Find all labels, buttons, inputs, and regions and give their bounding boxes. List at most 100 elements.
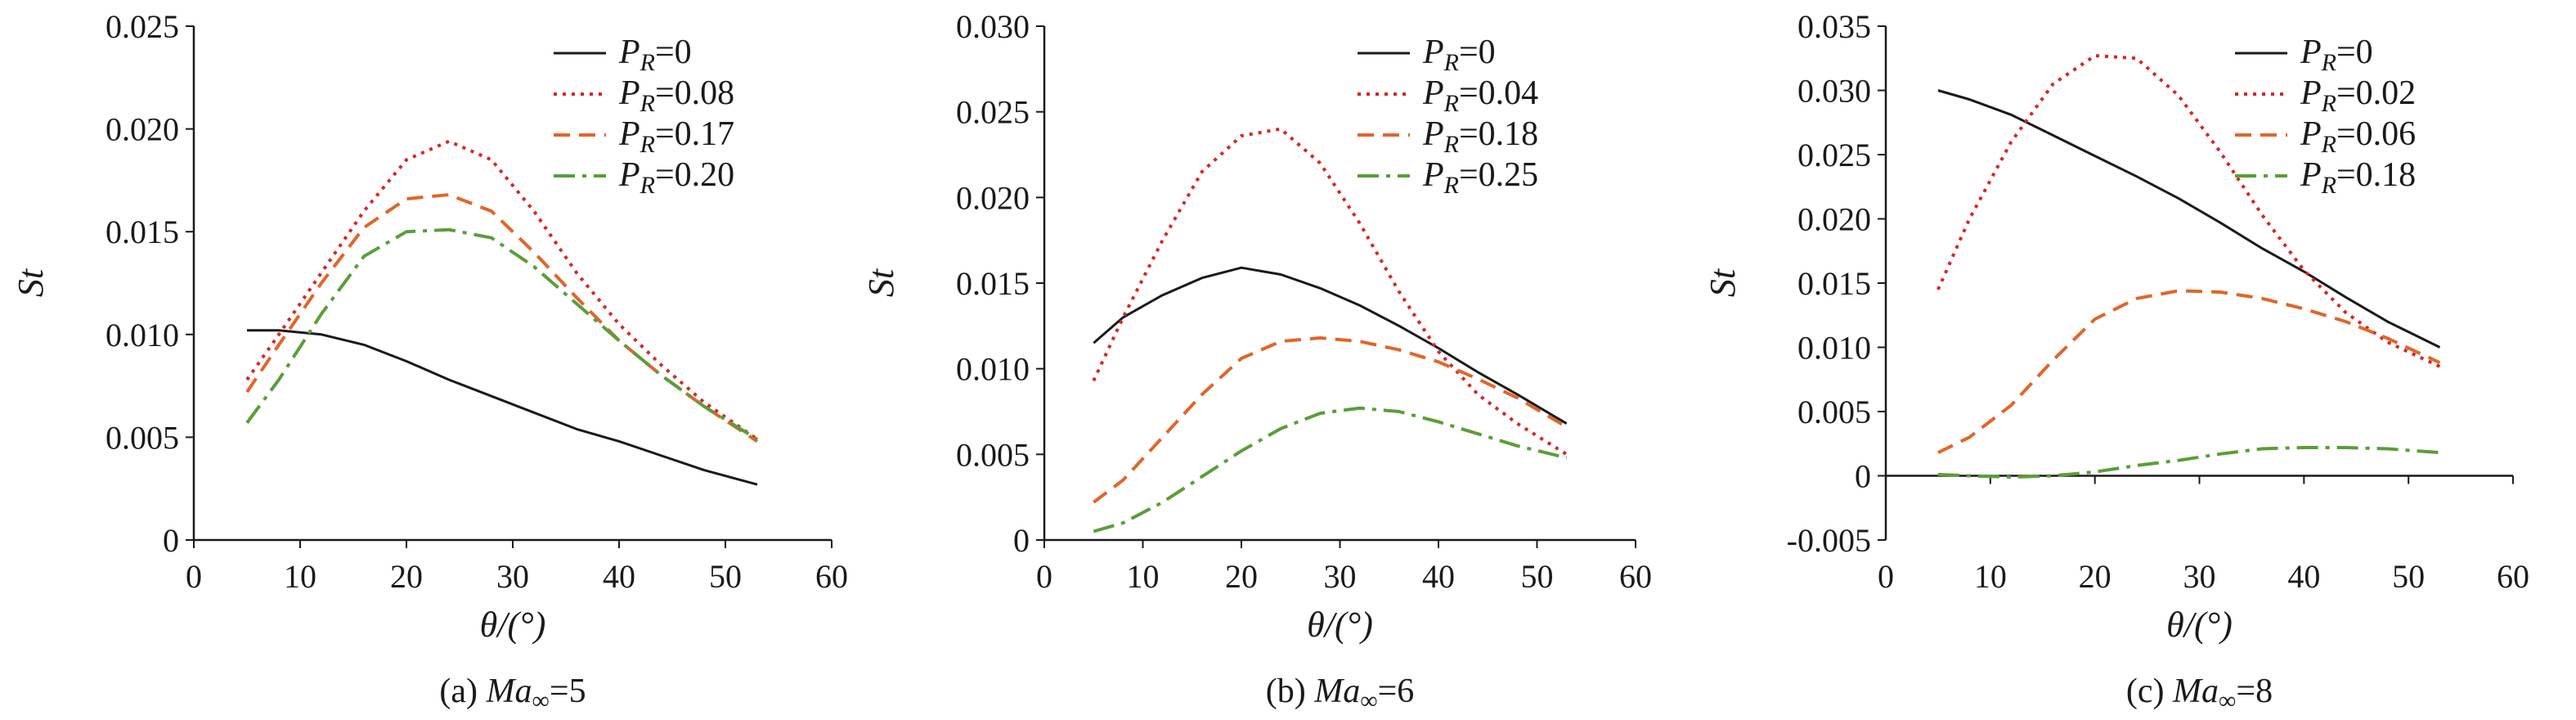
legend-label: PR=0.18 <box>2300 156 2416 199</box>
legend-label-symbol: P <box>2300 34 2322 71</box>
caption-subscript: ∞ <box>2219 687 2236 714</box>
y-axis-title: St <box>11 268 51 297</box>
y-tick-label: 0.030 <box>1797 73 1871 110</box>
legend-label-symbol: P <box>1422 115 1444 153</box>
legend-label-value: =0.08 <box>655 74 734 112</box>
y-tick-label: 0.010 <box>1797 330 1871 367</box>
x-tick-label: 10 <box>1127 558 1160 595</box>
legend-label-value: =0.06 <box>2336 115 2416 153</box>
y-tick-label: 0 <box>1013 522 1030 559</box>
legend-label-symbol: P <box>2300 115 2322 153</box>
legend-label: PR=0.04 <box>1422 74 1538 117</box>
series-line-0 <box>247 329 758 486</box>
y-tick-label: 0.015 <box>1797 265 1871 302</box>
legend-label-subscript: R <box>2321 172 2336 199</box>
legend-label-subscript: R <box>1443 90 1459 117</box>
chart-panel-2: 0 10 20 30 40 50 60-0.00500.0050.0100.0150.020… <box>1703 8 2529 714</box>
legend-label-symbol: P <box>2300 74 2322 112</box>
caption-variable: Ma <box>486 673 532 710</box>
series-line-1 <box>1936 54 2441 368</box>
y-tick-label: 0.015 <box>956 265 1030 302</box>
y-tick-label: 0.020 <box>105 111 179 148</box>
legend-label-symbol: P <box>618 115 640 153</box>
legend-label-subscript: R <box>1443 49 1459 76</box>
caption-prefix: (b) <box>1266 673 1314 710</box>
caption-suffix: =6 <box>1378 673 1415 710</box>
caption-prefix: (c) <box>2126 673 2173 710</box>
x-tick-label: 50 <box>2392 558 2425 595</box>
caption-prefix: (a) <box>439 673 486 710</box>
x-tick-label: 20 <box>1225 558 1258 595</box>
legend-label-subscript: R <box>640 131 655 158</box>
x-tick-label: 50 <box>1521 558 1554 595</box>
x-tick-label: 30 <box>2183 558 2216 595</box>
y-tick-label: 0.010 <box>956 351 1030 388</box>
legend-label-subscript: R <box>640 172 655 199</box>
legend-label-value: =0.18 <box>2336 156 2416 194</box>
legend-label-value: =0.18 <box>1459 115 1538 153</box>
legend-label-symbol: P <box>1422 34 1444 71</box>
legend-label-symbol: P <box>1422 156 1444 194</box>
y-axis-title: St <box>1703 268 1743 297</box>
y-tick-label: 0.005 <box>956 436 1030 473</box>
legend-label: PR=0 <box>1422 34 1496 76</box>
y-tick-label: 0.030 <box>956 8 1030 45</box>
y-tick-label: 0 <box>163 522 179 559</box>
legend-label-subscript: R <box>2321 131 2336 158</box>
series-line-3 <box>1937 446 2440 479</box>
legend-label: PR=0.08 <box>618 74 734 117</box>
legend-label: PR=0.18 <box>1422 115 1538 158</box>
legend-label-symbol: P <box>618 34 640 71</box>
legend-label: PR=0.20 <box>618 156 734 199</box>
legend-label: PR=0.02 <box>2300 74 2416 117</box>
series-line-2 <box>1937 289 2441 454</box>
legend-label-subscript: R <box>1443 172 1459 199</box>
legend-label-value: =0.20 <box>655 156 734 194</box>
x-tick-label: 0 <box>1878 558 1894 595</box>
y-tick-label: 0.005 <box>105 419 179 456</box>
x-tick-label: 30 <box>496 558 529 595</box>
y-tick-label: 0.025 <box>956 94 1030 131</box>
legend-label-subscript: R <box>640 49 655 76</box>
panel-caption: (b) Ma∞=6 <box>1266 673 1415 714</box>
legend-label: PR=0 <box>618 34 692 76</box>
x-tick-label: 30 <box>1324 558 1357 595</box>
x-axis-title: θ/(°) <box>2166 605 2233 645</box>
legend-label-symbol: P <box>1422 74 1444 112</box>
legend-label-subscript: R <box>2321 90 2336 117</box>
y-tick-label: 0.020 <box>956 179 1030 216</box>
x-tick-label: 10 <box>284 558 316 595</box>
legend-label-symbol: P <box>618 74 640 112</box>
series-line-0 <box>1093 266 1568 425</box>
y-tick-label: 0.025 <box>1797 137 1871 173</box>
y-tick-label: 0.005 <box>1797 394 1871 430</box>
x-tick-label: 10 <box>1974 558 2007 595</box>
x-tick-label: 40 <box>603 558 635 595</box>
legend-label-value: =0.25 <box>1459 156 1538 194</box>
x-axis-title: θ/(°) <box>1307 605 1373 645</box>
x-tick-label: 40 <box>1422 558 1455 595</box>
legend-label-subscript: R <box>2321 49 2336 76</box>
series-line-3 <box>245 227 759 441</box>
series-line-0 <box>1937 89 2441 349</box>
legend-label: PR=0.17 <box>618 115 734 158</box>
x-tick-label: 60 <box>1619 558 1652 595</box>
y-tick-label: 0.020 <box>1797 201 1871 238</box>
caption-suffix: =8 <box>2236 673 2273 710</box>
x-tick-label: 20 <box>2079 558 2112 595</box>
caption-subscript: ∞ <box>532 687 550 714</box>
legend-label: PR=0.25 <box>1422 156 1538 199</box>
legend-label-symbol: P <box>2300 156 2322 194</box>
legend-label-value: =0 <box>1459 34 1496 71</box>
x-tick-label: 20 <box>390 558 423 595</box>
x-tick-label: 40 <box>2287 558 2320 595</box>
panel-caption: (c) Ma∞=8 <box>2126 673 2273 714</box>
legend-label-value: =0 <box>2336 34 2373 71</box>
x-tick-label: 50 <box>709 558 742 595</box>
legend-label: PR=0 <box>2300 34 2373 76</box>
legend-label-value: =0.17 <box>655 115 734 153</box>
legend-label-value: =0.04 <box>1459 74 1538 112</box>
panel-caption: (a) Ma∞=5 <box>439 673 586 714</box>
y-axis-title: St <box>861 268 901 297</box>
